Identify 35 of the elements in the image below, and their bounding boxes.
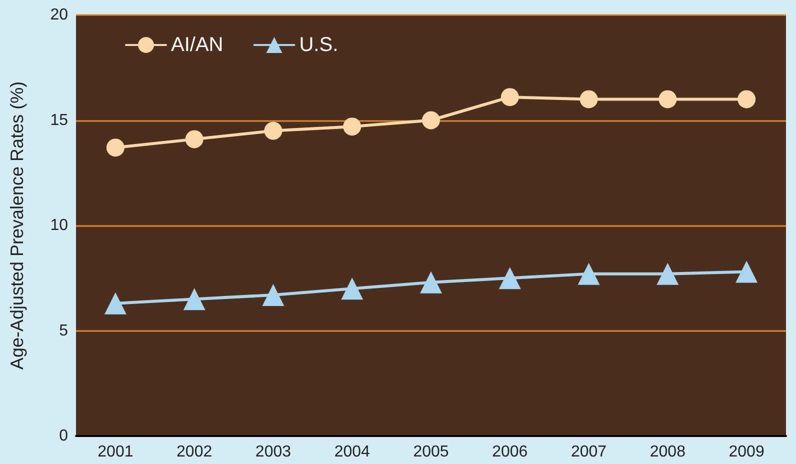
point: [264, 122, 282, 140]
point: [736, 260, 758, 283]
point: [104, 292, 126, 314]
y-axis-title: Age-Adjusted Prevalence Rates (%): [7, 81, 27, 370]
point: [420, 271, 442, 294]
y-tick-label: 20: [50, 6, 68, 24]
x-tick-label: 2003: [255, 444, 292, 460]
y-tick-label: 10: [50, 217, 68, 234]
y-tick-label: 15: [50, 112, 68, 129]
point: [183, 288, 206, 310]
x-tick-label: 2007: [570, 444, 607, 460]
point: [185, 130, 204, 148]
legend-label: U.S.: [299, 34, 338, 56]
x-tick-label: 2009: [728, 444, 764, 460]
x-tick-label: 2008: [650, 444, 686, 460]
point: [262, 284, 284, 306]
point: [341, 278, 364, 300]
point: [738, 90, 756, 108]
x-tick-label: 2006: [492, 444, 528, 460]
point: [106, 138, 124, 157]
y-tick-label: 5: [59, 322, 68, 340]
x-tick-label: 2004: [334, 444, 370, 460]
point: [498, 267, 521, 290]
legend-label: AI/AN: [171, 34, 224, 56]
x-tick-label: 2001: [98, 444, 134, 460]
x-tick-label: 2002: [176, 444, 212, 460]
point: [343, 118, 362, 136]
point: [578, 262, 600, 285]
y-tick-label: 0: [59, 428, 68, 444]
point: [422, 111, 440, 130]
x-tick-label: 2005: [413, 444, 449, 460]
point: [500, 88, 519, 106]
point: [580, 90, 598, 108]
point: [656, 262, 679, 285]
point: [658, 90, 677, 108]
